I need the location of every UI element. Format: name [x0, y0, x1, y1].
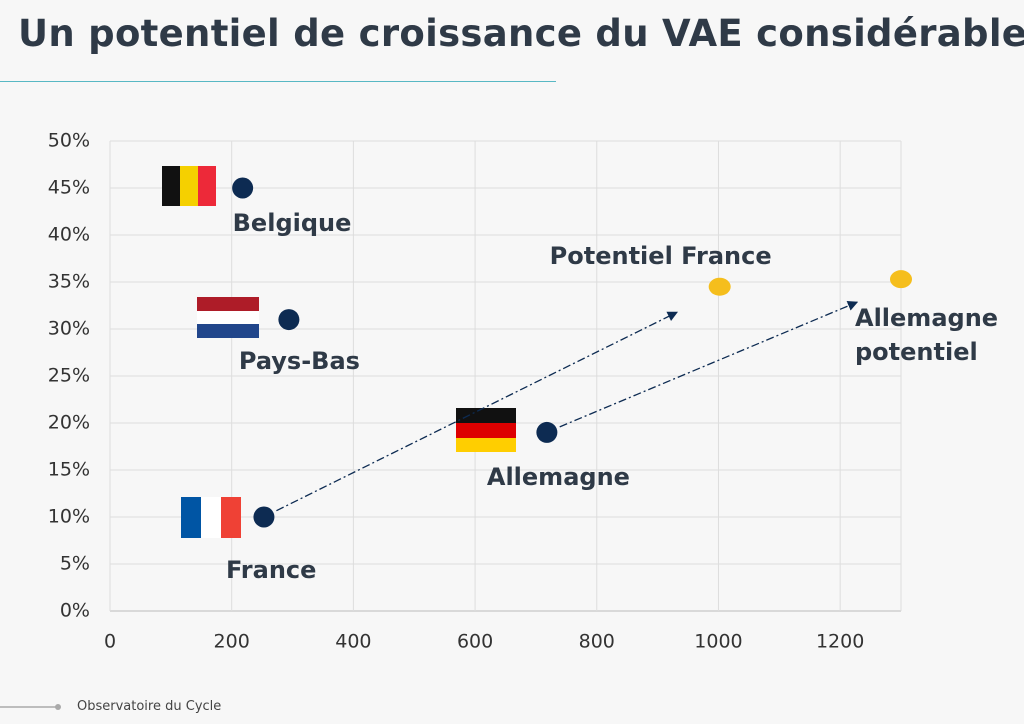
- flag-france: [181, 497, 241, 538]
- y-tick-label: 20%: [48, 412, 90, 434]
- x-tick-label: 400: [335, 631, 371, 653]
- y-tick-label: 25%: [48, 365, 90, 387]
- point: [253, 506, 275, 528]
- flag-belgium: [162, 166, 216, 206]
- y-tick-label: 0%: [60, 600, 90, 622]
- footer-mark: [0, 704, 61, 710]
- point: [278, 309, 300, 331]
- y-tick-label: 15%: [48, 459, 90, 481]
- point: [232, 177, 254, 199]
- y-tick-label: 45%: [48, 177, 90, 199]
- source: Observatoire du Cycle: [77, 699, 222, 714]
- x-tick-label: 800: [579, 631, 615, 653]
- y-tick-label: 50%: [48, 130, 90, 152]
- point-label: France: [225, 556, 317, 584]
- title-rule: [0, 81, 556, 82]
- point: [536, 421, 558, 443]
- x-tick-label: 0: [104, 631, 116, 653]
- trend-arrow: [559, 300, 859, 428]
- point-label: Belgique: [232, 209, 352, 237]
- y-tick-label: 35%: [48, 271, 90, 293]
- grid: [109, 140, 902, 612]
- point: [708, 277, 731, 296]
- x-tick-label: 1200: [816, 631, 864, 653]
- flag-germany: [456, 408, 516, 452]
- point: [890, 270, 912, 289]
- slide-title: Un potentiel de croissance du VAE consid…: [18, 12, 1024, 55]
- x-tick-label: 1000: [694, 631, 742, 653]
- trend-arrow: [276, 311, 679, 512]
- point-label: Pays-Bas: [238, 346, 360, 375]
- flag-netherlands: [197, 297, 259, 338]
- y-tick-label: 30%: [48, 318, 90, 340]
- point-label: Allemagne: [486, 463, 630, 492]
- x-tick-label: 600: [457, 631, 493, 653]
- point-label: Allemagne potentiel: [855, 304, 999, 367]
- point-label: Potentiel France: [549, 241, 772, 270]
- y-tick-label: 40%: [48, 224, 90, 246]
- y-tick-label: 5%: [60, 553, 90, 575]
- x-tick-label: 200: [214, 631, 250, 653]
- y-tick-label: 10%: [48, 506, 90, 528]
